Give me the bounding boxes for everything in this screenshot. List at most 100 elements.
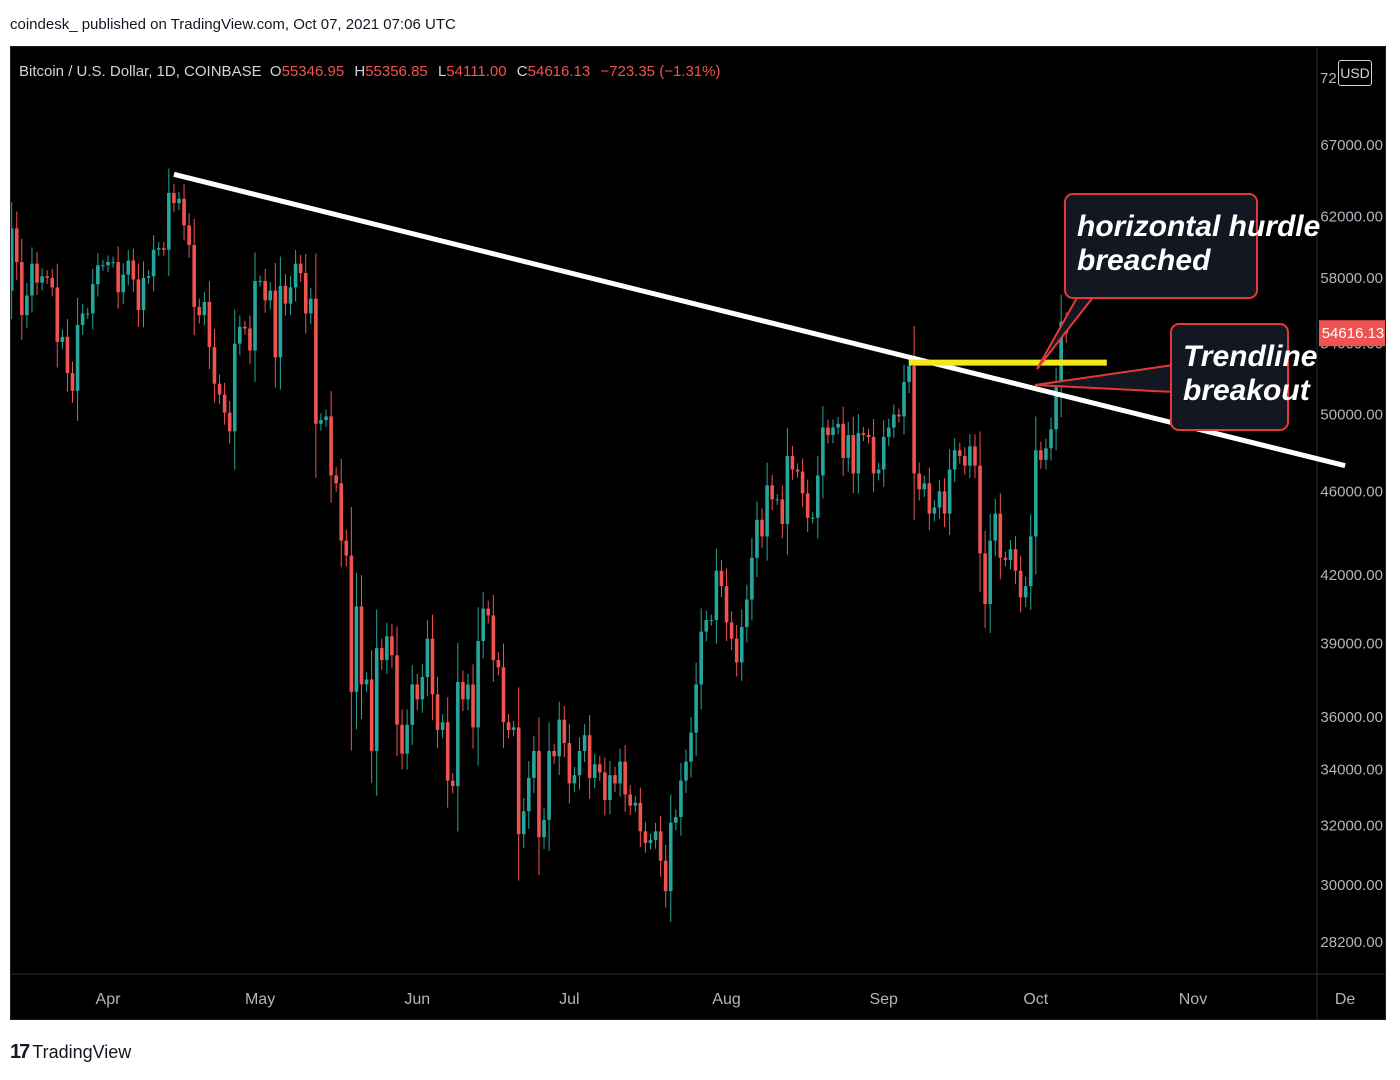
candle — [709, 614, 714, 626]
currency-button[interactable]: USD — [1338, 60, 1372, 86]
time-tick-label: Sep — [869, 991, 898, 1008]
candle — [121, 263, 126, 305]
candle — [968, 434, 972, 479]
candle-body — [319, 420, 323, 424]
candle-body — [902, 381, 906, 417]
candle — [146, 270, 151, 284]
candle — [187, 213, 191, 258]
callout-text: breached — [1077, 244, 1211, 277]
candle — [217, 374, 222, 404]
time-tick-label: Nov — [1179, 991, 1207, 1008]
candle — [60, 329, 65, 350]
candle — [177, 191, 181, 211]
candle — [65, 319, 70, 392]
candle — [532, 736, 536, 794]
candle-body — [101, 265, 105, 267]
candle — [156, 242, 161, 256]
trendline — [173, 171, 1346, 469]
candle-body — [521, 811, 526, 835]
candle — [35, 251, 39, 295]
time-axis[interactable]: Apr May Jun Jul Aug Sep Oct Nov De — [11, 973, 1386, 1008]
time-tick-label: May — [245, 991, 275, 1008]
candle — [329, 391, 333, 503]
candle-body — [156, 248, 161, 250]
candle-body — [775, 499, 780, 501]
candle — [202, 291, 207, 326]
candle-body — [760, 519, 764, 537]
candle-body — [755, 519, 759, 558]
candle — [643, 821, 648, 853]
candle — [385, 622, 389, 675]
time-tick-label: Jun — [404, 991, 430, 1008]
candle — [846, 421, 851, 472]
candle-body — [1039, 450, 1043, 460]
candle-body — [557, 719, 562, 757]
candle — [785, 427, 790, 555]
candle — [760, 508, 764, 548]
candle — [1028, 514, 1033, 610]
candle-body — [425, 638, 430, 678]
candle — [851, 416, 856, 493]
candle-body — [243, 326, 247, 329]
candle-body — [309, 298, 313, 314]
candle-body — [65, 336, 70, 374]
price-tick-label: 62000.00 — [1320, 208, 1383, 225]
candle — [85, 307, 90, 320]
candle — [775, 493, 780, 505]
candle — [952, 438, 957, 483]
candle-body — [643, 831, 648, 843]
candle-body — [263, 281, 267, 301]
candle — [161, 242, 166, 256]
candle-body — [562, 719, 567, 744]
candle — [597, 756, 602, 781]
symbol-legend: Bitcoin / U.S. Dollar, 1D, COINBASE O553… — [19, 63, 726, 80]
candle-body — [1018, 570, 1023, 598]
candle — [461, 670, 465, 712]
candle — [668, 794, 673, 923]
candle-body — [780, 499, 785, 524]
candle-body — [55, 287, 60, 342]
candle-body — [973, 446, 977, 466]
candle — [856, 414, 861, 494]
candle-body — [298, 263, 303, 274]
candle-body — [253, 281, 257, 351]
candle — [800, 458, 805, 507]
candle-body — [653, 831, 658, 841]
price-chart[interactable]: 67000.0062000.0058000.0054000.0050000.00… — [11, 47, 1386, 1020]
candle-body — [283, 285, 288, 304]
candle — [496, 652, 501, 676]
candle-body — [476, 641, 480, 728]
candle — [542, 808, 546, 849]
candle-body — [238, 326, 242, 344]
candle-body — [795, 469, 800, 472]
callout-pointer — [1036, 286, 1104, 370]
candle-body — [623, 761, 627, 795]
candle-body — [633, 802, 638, 806]
candle — [1018, 556, 1023, 613]
chart-pane[interactable]: 67000.0062000.0058000.0054000.0050000.00… — [10, 46, 1386, 1020]
candle — [101, 259, 105, 271]
candle — [222, 382, 227, 425]
candle-body — [14, 228, 19, 263]
price-scale[interactable]: 67000.0062000.0058000.0054000.0050000.00… — [1316, 47, 1386, 1020]
price-tick-label: 50000.00 — [1320, 407, 1383, 424]
candle — [638, 787, 643, 848]
drawn-lines — [173, 171, 1346, 469]
candle-body — [582, 735, 587, 751]
candle-body — [684, 761, 688, 781]
candle-body — [141, 277, 146, 311]
candle — [734, 625, 739, 677]
tradingview-footer[interactable]: 17 TradingView — [10, 1040, 131, 1064]
candle-body — [20, 262, 24, 316]
price-tick-label: 30000.00 — [1320, 877, 1383, 894]
candle — [288, 276, 293, 315]
candle — [501, 643, 506, 748]
candle — [440, 714, 445, 739]
candle-body — [532, 750, 536, 778]
candle-body — [516, 727, 521, 835]
candle — [988, 514, 992, 634]
candle — [623, 744, 627, 812]
candle-body — [927, 483, 932, 514]
candle — [582, 724, 587, 763]
candle — [993, 498, 998, 556]
